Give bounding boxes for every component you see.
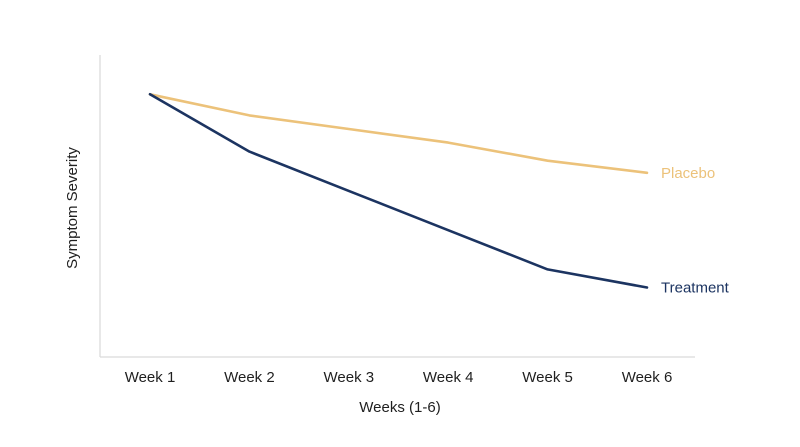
series-label-treatment: Treatment: [661, 280, 730, 297]
x-tick-label: Week 6: [622, 369, 673, 386]
x-tick-label: Week 1: [125, 369, 176, 386]
series-label-placebo: Placebo: [661, 165, 715, 182]
series-lines: [148, 93, 649, 289]
series-line-treatment: [148, 93, 649, 289]
axes: [99, 55, 695, 358]
x-axis-title: Weeks (1-6): [359, 399, 440, 416]
x-tick-labels: Week 1 Week 2 Week 3 Week 4 Week 5 Week 6: [125, 369, 673, 386]
series-line-placebo: [148, 93, 649, 175]
x-tick-label: Week 4: [423, 369, 474, 386]
x-tick-label: Week 3: [324, 369, 375, 386]
series-labels: Placebo Treatment: [661, 165, 730, 297]
y-axis-title: Symptom Severity: [64, 147, 81, 269]
x-tick-label: Week 2: [224, 369, 275, 386]
x-tick-label: Week 5: [522, 369, 573, 386]
